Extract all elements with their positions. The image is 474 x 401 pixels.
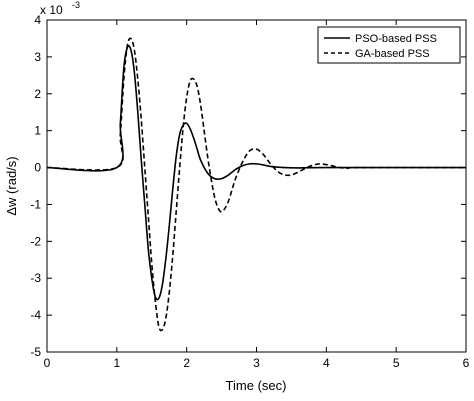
x-tick-label: 0 <box>44 356 51 370</box>
legend-label-pso: PSO-based PSS <box>355 33 437 45</box>
legend: PSO-based PSS GA-based PSS <box>317 26 461 64</box>
x-tick-label: 1 <box>113 356 120 370</box>
y-exponent-power: -3 <box>72 0 80 10</box>
legend-box <box>317 26 461 64</box>
y-tick-label: -5 <box>30 345 41 359</box>
y-tick-label: -4 <box>30 308 41 322</box>
y-tick-label: -3 <box>30 271 41 285</box>
legend-label-ga: GA-based PSS <box>355 48 430 60</box>
y-tick-label: 3 <box>34 50 41 64</box>
y-axis-label: Δw (rad/s) <box>4 156 19 215</box>
series-layer <box>46 37 467 332</box>
y-tick-label: -1 <box>30 197 41 211</box>
series-line-ga <box>46 37 467 332</box>
y-tick-label: 0 <box>34 161 41 175</box>
plot-area <box>46 19 467 353</box>
x-tick-label: 5 <box>393 356 400 370</box>
x-tick-label: 6 <box>463 356 470 370</box>
y-tick-label: 2 <box>34 87 41 101</box>
series-line-pso <box>46 45 467 301</box>
y-tick-label: -2 <box>30 234 41 248</box>
x-tick-label: 3 <box>253 356 260 370</box>
y-tick-label: 4 <box>34 13 41 27</box>
y-tick-label: 1 <box>34 124 41 138</box>
x-axis-ticks: 0 1 2 3 4 5 6 <box>44 20 470 370</box>
x-tick-label: 4 <box>323 356 330 370</box>
x-axis-label: Time (sec) <box>226 378 287 393</box>
x-tick-label: 2 <box>183 356 190 370</box>
y-exponent-label: x 10 <box>40 3 63 17</box>
